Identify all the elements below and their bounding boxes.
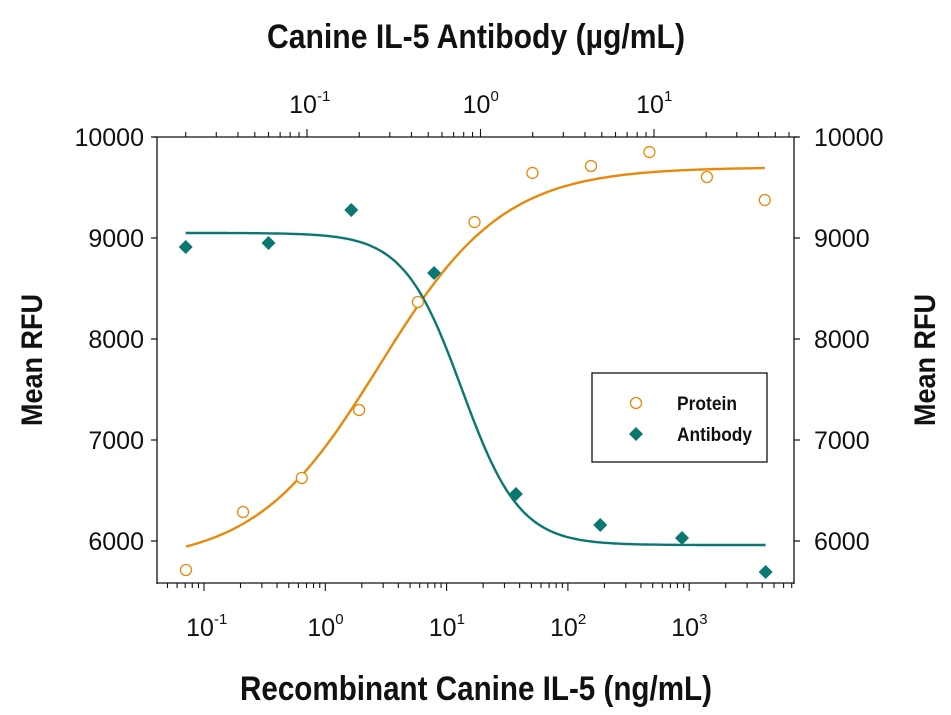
antibody-data-point <box>508 487 523 502</box>
antibody-data-point <box>758 565 773 580</box>
top-axis-title: Canine IL-5 Antibody (µg/mL) <box>267 18 685 56</box>
svg-text:-1: -1 <box>317 88 330 105</box>
protein-data-point <box>236 505 250 519</box>
x2-tick-label: 10 <box>636 91 664 119</box>
y-tick-label: 7000 <box>88 427 144 455</box>
protein-data-point <box>526 166 539 180</box>
x-tick-label: 10 <box>186 614 214 642</box>
y-tick-label: 9000 <box>88 225 144 253</box>
y-tick-label: 10000 <box>74 124 144 152</box>
y-tick-label: 8000 <box>88 326 144 354</box>
x-tick-label: 10 <box>550 614 578 642</box>
svg-text:3: 3 <box>699 611 707 628</box>
y-tick-label: 7000 <box>814 427 870 455</box>
antibody-data-point <box>674 530 689 545</box>
protein-data-points <box>179 145 771 577</box>
bottom-x-tick-labels: 10 -1 10 0 10 1 10 2 10 3 <box>186 611 707 642</box>
antibody-data-point <box>427 266 442 281</box>
top-x-tick-labels: 10 -1 10 0 10 1 <box>289 88 672 119</box>
protein-fit-curve <box>185 166 765 548</box>
svg-text:1: 1 <box>664 88 672 105</box>
svg-text:0: 0 <box>491 88 499 105</box>
protein-data-point <box>468 215 481 229</box>
protein-data-point <box>643 145 656 159</box>
legend-protein-marker-icon <box>629 396 643 410</box>
legend: Protein Antibody <box>591 372 768 463</box>
y-tick-label: 8000 <box>814 326 870 354</box>
plot-frame <box>151 129 800 591</box>
x-tick-label: 10 <box>307 614 335 642</box>
left-axis-title: Mean RFU <box>16 294 49 426</box>
y-tick-label: 9000 <box>814 225 870 253</box>
protein-data-point <box>295 471 308 485</box>
bottom-axis-title: Recombinant Canine IL-5 (ng/mL) <box>240 670 712 708</box>
y-tick-label: 10000 <box>814 124 884 152</box>
legend-box <box>591 372 768 463</box>
svg-text:-1: -1 <box>214 611 227 628</box>
legend-protein-label: Protein <box>677 394 737 415</box>
y-tick-label: 6000 <box>88 528 144 556</box>
antibody-data-point <box>178 239 193 254</box>
protein-data-point <box>411 295 425 309</box>
x2-tick-label: 10 <box>463 91 491 119</box>
protein-data-point <box>179 563 193 577</box>
svg-text:0: 0 <box>335 611 343 628</box>
x2-tick-label: 10 <box>289 91 317 119</box>
antibody-fit-curve <box>185 231 766 547</box>
right-axis-title: Mean RFU <box>909 294 942 426</box>
y-tick-label: 6000 <box>814 528 870 556</box>
x-tick-label: 10 <box>671 614 699 642</box>
svg-text:1: 1 <box>457 611 465 628</box>
antibody-data-points <box>178 203 773 580</box>
protein-data-point <box>584 159 598 173</box>
antibody-data-point <box>261 236 276 251</box>
svg-text:2: 2 <box>578 611 586 628</box>
antibody-data-point <box>344 203 359 218</box>
protein-data-point <box>352 403 366 417</box>
protein-data-point <box>700 170 714 184</box>
legend-antibody-marker-icon <box>629 427 643 441</box>
legend-antibody-label: Antibody <box>677 425 752 446</box>
protein-data-point <box>758 193 771 207</box>
right-y-tick-labels: 6000 7000 8000 9000 10000 <box>814 124 884 556</box>
left-y-tick-labels: 6000 7000 8000 9000 10000 <box>74 124 144 556</box>
x-tick-label: 10 <box>429 614 457 642</box>
antibody-data-point <box>593 518 608 533</box>
